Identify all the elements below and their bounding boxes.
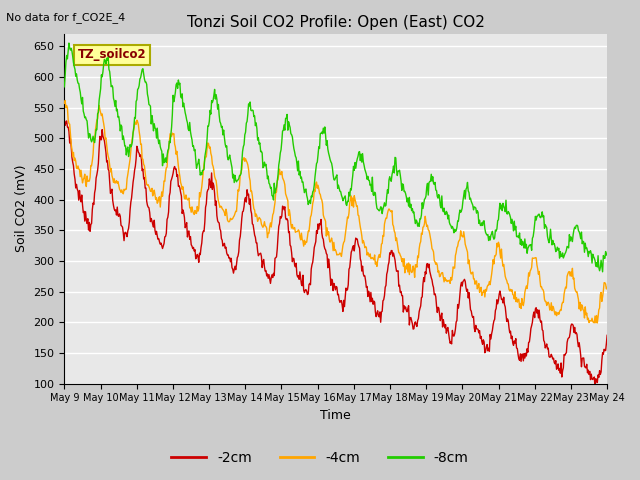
Title: Tonzi Soil CO2 Profile: Open (East) CO2: Tonzi Soil CO2 Profile: Open (East) CO2 xyxy=(187,15,484,30)
Y-axis label: Soil CO2 (mV): Soil CO2 (mV) xyxy=(15,165,28,252)
Legend: -2cm, -4cm, -8cm: -2cm, -4cm, -8cm xyxy=(166,445,474,471)
X-axis label: Time: Time xyxy=(321,409,351,422)
Text: TZ_soilco2: TZ_soilco2 xyxy=(78,48,147,61)
Text: No data for f_CO2E_4: No data for f_CO2E_4 xyxy=(6,12,125,23)
